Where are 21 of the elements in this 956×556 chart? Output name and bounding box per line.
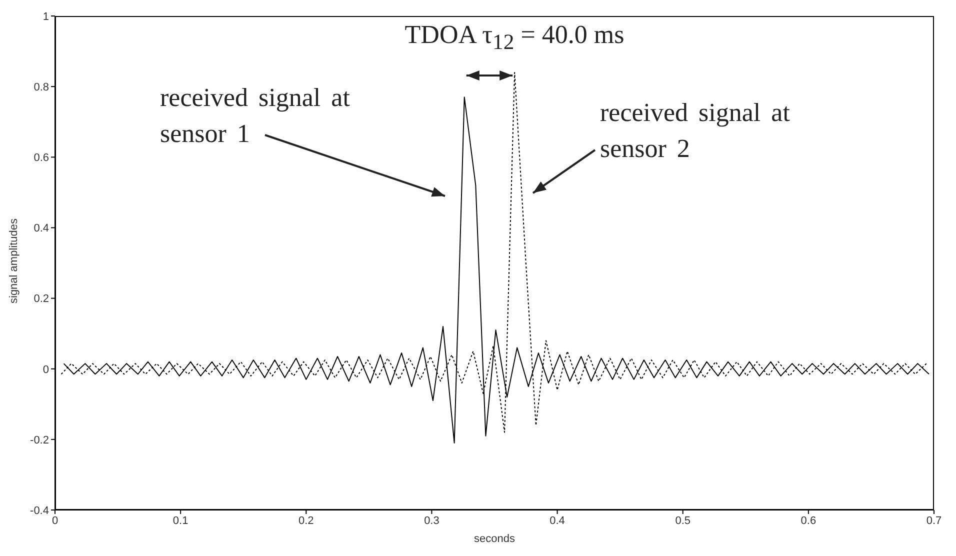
x-tick-label: 0.1 xyxy=(172,514,188,527)
annotation: TDOA τ$_{12}$ = 40.0 ms xyxy=(404,20,626,56)
x-tick-label: 0.7 xyxy=(926,514,942,527)
x-tick-label: 0.5 xyxy=(675,514,691,527)
y-tick-label: 0.4 xyxy=(34,222,49,235)
y-tick-label: 0.2 xyxy=(34,293,49,306)
x-tick-label: 0.3 xyxy=(424,514,440,527)
x-tick-label: 0.2 xyxy=(298,514,314,527)
x-tick-label: 0 xyxy=(52,514,58,527)
x-tick-label: 0.4 xyxy=(550,514,565,527)
x-tick-label: 0.6 xyxy=(800,514,816,527)
y-tick-label: 0 xyxy=(42,364,49,376)
y-tick-label: 1 xyxy=(42,10,49,23)
annotation: received signal at sensor 2 xyxy=(600,97,791,165)
y-tick-label: 0.6 xyxy=(34,152,49,164)
x-axis-title: seconds xyxy=(473,533,516,545)
y-tick-label: -0.2 xyxy=(30,434,49,446)
y-tick-label: -0.4 xyxy=(30,504,49,517)
annotation: received signal at sensor 1 xyxy=(160,82,351,150)
y-tick-label: 0.8 xyxy=(34,81,49,94)
y-axis-title: signal amplitudes xyxy=(8,218,20,306)
